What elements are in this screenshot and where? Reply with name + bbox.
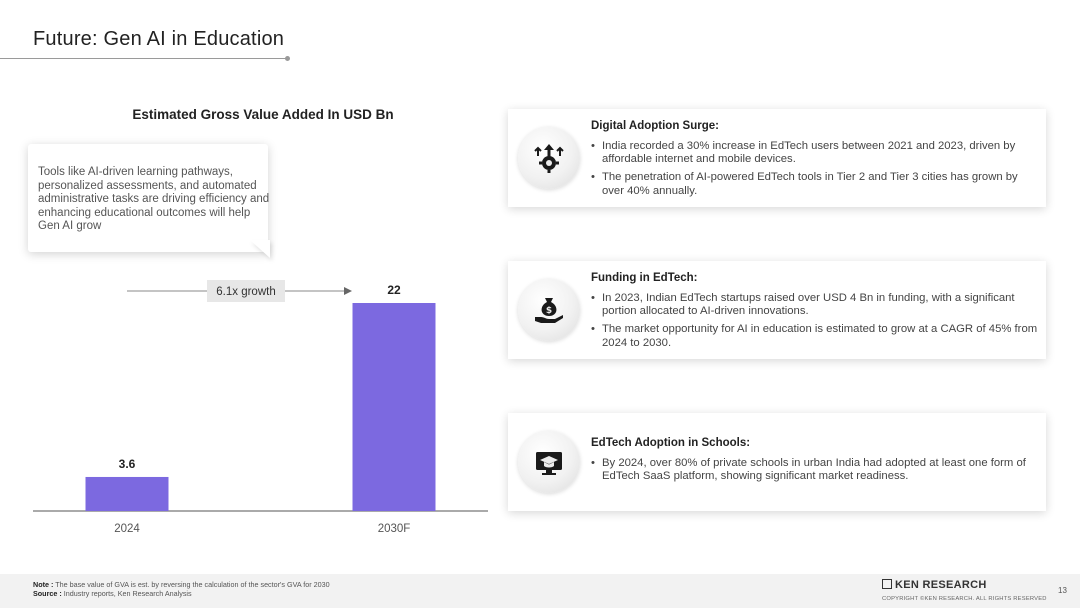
title-underline-dot [285, 56, 290, 61]
list-item: India recorded a 30% increase in EdTech … [591, 140, 1041, 166]
card-heading: Funding in EdTech: [591, 272, 698, 284]
chart-title: Estimated Gross Value Added In USD Bn [132, 107, 394, 122]
note-label: Note : [33, 580, 54, 589]
logo-text: KEN RESEARCH [895, 579, 987, 591]
card-heading: EdTech Adoption in Schools: [591, 437, 751, 449]
brand-logo: KEN RESEARCH [882, 579, 987, 591]
title-underline [0, 58, 287, 59]
card-funding: $ Funding in EdTech: In 2023, Indian EdT… [508, 261, 1046, 359]
logo-mark-icon [882, 579, 892, 589]
card-bullet-list: In 2023, Indian EdTech startups raised o… [591, 292, 1041, 355]
source-text: Industry reports, Ken Research Analysis [63, 589, 192, 598]
card-schools: EdTech Adoption in Schools: By 2024, ove… [508, 413, 1046, 511]
page-title: Future: Gen AI in Education [33, 28, 285, 50]
footer: Note : The base value of GVA is est. by … [0, 574, 1080, 608]
growth-gear-icon [518, 127, 580, 189]
graduation-monitor-icon [518, 431, 580, 493]
page-number: 13 [1058, 586, 1067, 595]
footnote: Note : The base value of GVA is est. by … [33, 580, 330, 598]
tick-label-2024: 2024 [114, 523, 140, 535]
data-label-2024: 3.6 [119, 457, 136, 471]
growth-label: 6.1x growth [216, 286, 275, 298]
note-text: The base value of GVA is est. by reversi… [55, 580, 330, 589]
list-item: In 2023, Indian EdTech startups raised o… [591, 292, 1041, 318]
card-bullet-list: By 2024, over 80% of private schools in … [591, 457, 1041, 488]
growth-arrowhead-icon [344, 287, 352, 295]
growth-label-box [207, 280, 285, 302]
source-label: Source : [33, 589, 62, 598]
list-item: The market opportunity for AI in educati… [591, 323, 1041, 349]
bar-2030F [352, 303, 436, 511]
money-bag-hand-icon: $ [518, 279, 580, 341]
svg-text:$: $ [546, 306, 552, 316]
card-heading: Digital Adoption Surge: [591, 120, 719, 132]
copyright-text: COPYRIGHT ©KEN RESEARCH. ALL RIGHTS RESE… [882, 596, 1047, 602]
data-label-2030F: 22 [387, 283, 401, 297]
callout-box: Tools like AI-driven learning pathways, … [28, 144, 270, 252]
list-item: By 2024, over 80% of private schools in … [591, 457, 1041, 483]
callout-text: Tools like AI-driven learning pathways, … [38, 166, 270, 233]
bar-2024 [85, 476, 169, 511]
callout-tail [250, 240, 270, 258]
bar-chart: 3.6 2024 22 2030F 6.1x growth [33, 280, 488, 535]
card-digital-adoption: Digital Adoption Surge: India recorded a… [508, 109, 1046, 207]
list-item: The penetration of AI-powered EdTech too… [591, 171, 1041, 197]
card-bullet-list: India recorded a 30% increase in EdTech … [591, 140, 1041, 203]
tick-label-2030F: 2030F [378, 523, 411, 535]
